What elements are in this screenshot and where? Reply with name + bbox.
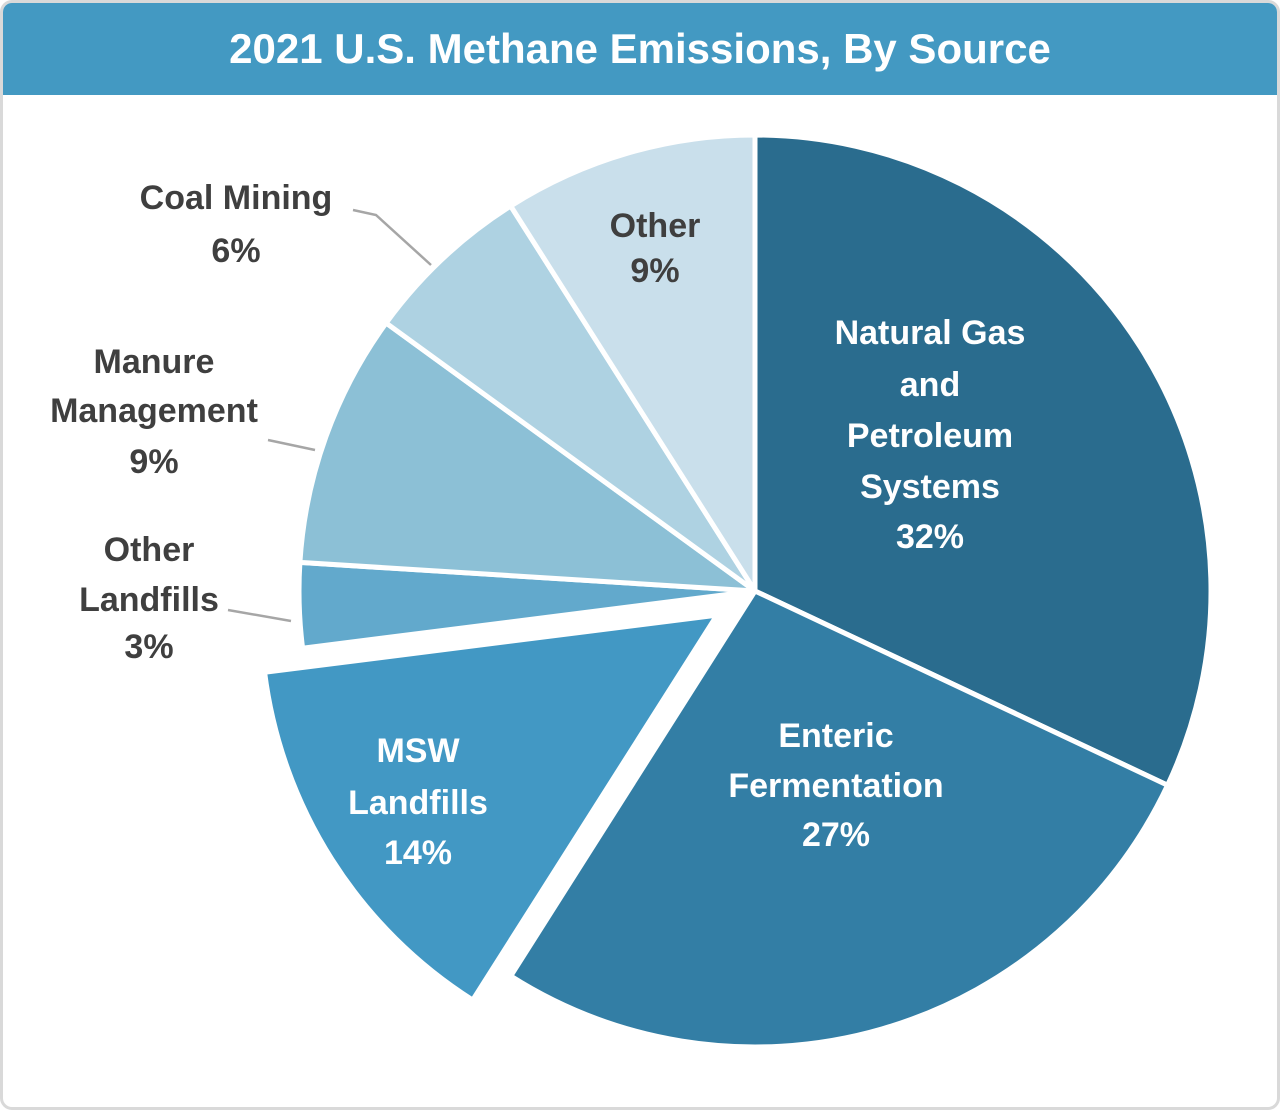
chart-title-bar: 2021 U.S. Methane Emissions, By Source bbox=[3, 3, 1277, 95]
pie-slice-natural-gas-and-petroleum-systems bbox=[752, 132, 1214, 788]
slice-label-other-landfills-line-2: 3% bbox=[124, 628, 173, 666]
slice-label-natural-gas-and-petroleum-systems-line-1: and bbox=[900, 366, 960, 404]
pie-slice-enteric-fermentation bbox=[508, 588, 1171, 1050]
slice-label-msw-landfills-line-1: Landfills bbox=[348, 784, 488, 822]
slice-label-other-landfills-line-0: Other bbox=[104, 531, 195, 569]
slice-label-natural-gas-and-petroleum-systems-line-4: 32% bbox=[896, 518, 964, 556]
leader-line-other-landfills bbox=[227, 608, 292, 623]
slice-label-enteric-fermentation-line-0: Enteric bbox=[778, 717, 893, 755]
pie-chart-area: Natural Gas and Petroleum Systems 32% Enteric… bbox=[3, 95, 1277, 1107]
slice-label-natural-gas-and-petroleum-systems-line-3: Systems bbox=[860, 468, 1000, 506]
slice-label-manure-management-line-2: 9% bbox=[129, 443, 178, 481]
slice-label-other-landfills-line-1: Landfills bbox=[79, 581, 219, 619]
pie-slice-coal-mining bbox=[383, 203, 758, 594]
slice-label-natural-gas-and-petroleum-systems-line-0: Natural Gas bbox=[835, 314, 1026, 352]
slice-label-msw-landfills-line-0: MSW bbox=[376, 732, 460, 770]
slice-label-coal-mining-line-0: Coal Mining bbox=[140, 179, 333, 217]
leader-line-coal-mining bbox=[352, 208, 432, 266]
pie-slice-other bbox=[508, 132, 758, 594]
slice-label-other-line-0: Other bbox=[610, 207, 701, 245]
slice-label-manure-management-line-0: Manure bbox=[94, 343, 215, 381]
slice-label-enteric-fermentation-line-2: 27% bbox=[802, 816, 870, 854]
slice-label-manure-management-line-1: Management bbox=[50, 392, 258, 430]
pie-slice-manure-management bbox=[297, 320, 758, 594]
slice-label-other-line-1: 9% bbox=[630, 252, 679, 290]
slice-label-coal-mining-line-1: 6% bbox=[211, 232, 260, 270]
slice-label-enteric-fermentation-line-1: Fermentation bbox=[728, 767, 943, 805]
pie-chart: Natural Gas and Petroleum Systems 32% Enteric… bbox=[50, 132, 1214, 1050]
leader-line-manure-management bbox=[267, 438, 316, 452]
slice-label-natural-gas-and-petroleum-systems-line-2: Petroleum bbox=[847, 417, 1013, 455]
slice-label-msw-landfills-line-2: 14% bbox=[384, 834, 452, 872]
pie-slice-msw-landfills bbox=[262, 612, 720, 1003]
chart-title: 2021 U.S. Methane Emissions, By Source bbox=[229, 25, 1051, 72]
